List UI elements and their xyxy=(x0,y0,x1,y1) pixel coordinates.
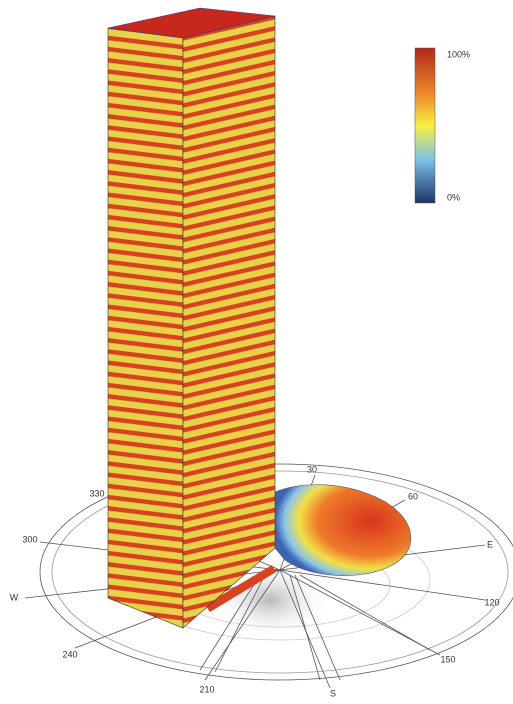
compass-label: 150 xyxy=(440,654,455,664)
compass-label: 120 xyxy=(484,597,499,607)
compass-label: W xyxy=(10,592,19,602)
scene: 100% 0% 30 60 E 120 150 S 210 240 W 300 … xyxy=(0,0,513,704)
building xyxy=(108,8,275,628)
page: 100% 0% 30 60 E 120 150 S 210 240 W 300 … xyxy=(0,0,513,704)
compass-label: 210 xyxy=(199,684,214,694)
color-legend: 100% 0% xyxy=(415,48,470,203)
compass-label: 240 xyxy=(62,649,77,659)
shadow-lobe xyxy=(275,485,411,576)
compass-label: 60 xyxy=(408,491,418,501)
compass-label: 300 xyxy=(22,534,37,544)
compass-label: 30 xyxy=(307,464,317,474)
compass-label: S xyxy=(330,688,336,698)
legend-max-label: 100% xyxy=(447,49,470,59)
compass-label: E xyxy=(487,539,493,549)
legend-min-label: 0% xyxy=(447,192,460,202)
compass-label: 330 xyxy=(89,488,104,498)
color-bar xyxy=(415,48,435,203)
